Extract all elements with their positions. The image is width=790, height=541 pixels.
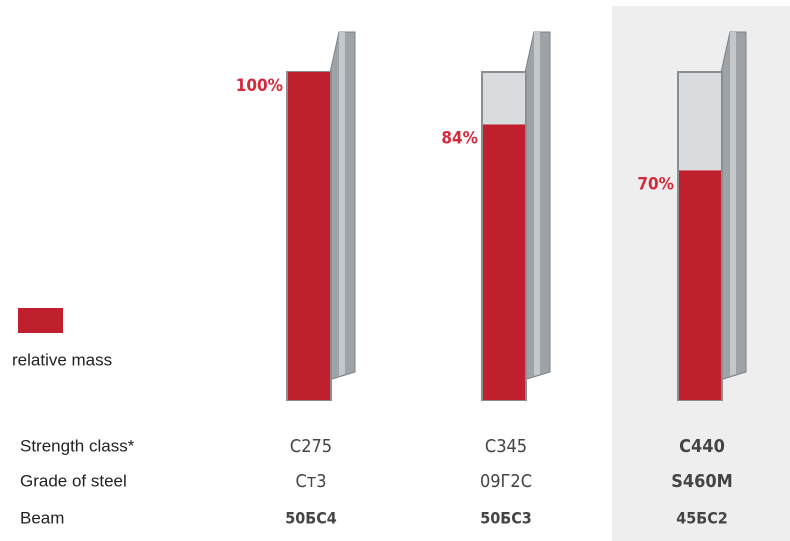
legend-label: relative mass — [12, 350, 112, 369]
beam-flange — [730, 32, 736, 376]
bar — [679, 170, 721, 400]
beam-flange — [339, 32, 345, 376]
value-label: 70% — [637, 174, 674, 194]
column-value: S460M — [671, 471, 733, 492]
value-label: 100% — [236, 76, 283, 96]
bar — [288, 72, 330, 400]
column-value: 45БС2 — [676, 509, 728, 528]
column-value: 50БС4 — [285, 509, 337, 528]
value-label: 84% — [441, 128, 478, 148]
column-value: C440 — [679, 436, 725, 457]
column-value: 50БС3 — [480, 509, 532, 528]
row-label: Beam — [20, 508, 64, 527]
column-value: C345 — [485, 436, 527, 457]
row-label: Strength class* — [20, 436, 135, 455]
row-label: Grade of steel — [20, 471, 127, 490]
beam-flange — [534, 32, 540, 376]
column-value: C275 — [290, 436, 332, 457]
legend-swatch — [18, 308, 63, 333]
column-value: 09Г2С — [480, 471, 532, 492]
bar — [483, 124, 525, 400]
column-value: Ст3 — [295, 471, 326, 492]
